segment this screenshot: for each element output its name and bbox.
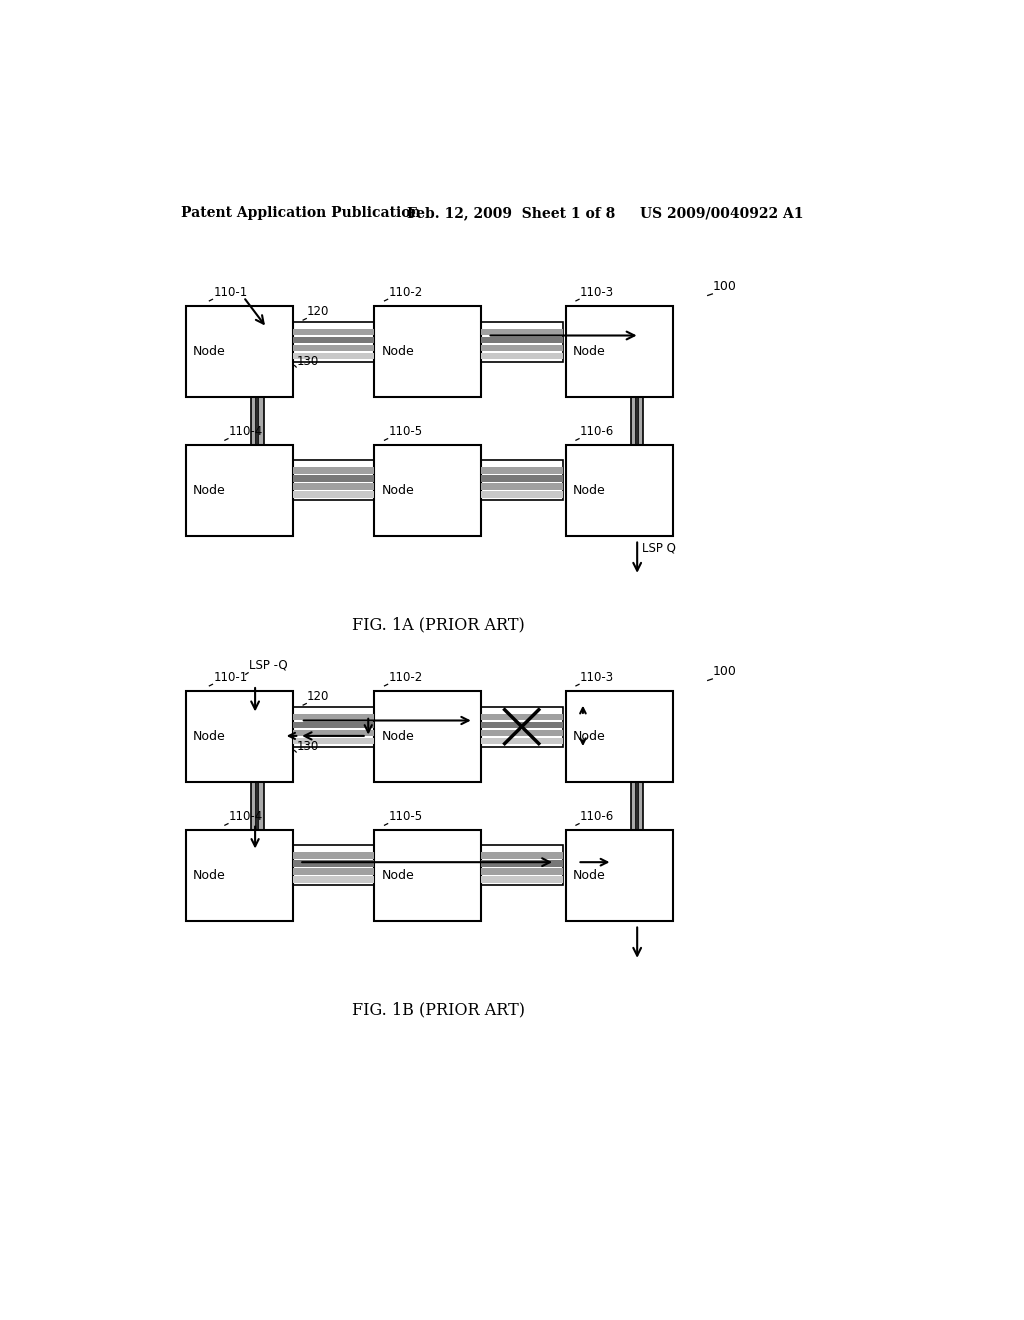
Text: Node: Node xyxy=(572,869,605,882)
Bar xyxy=(566,692,673,781)
Text: Node: Node xyxy=(194,730,226,743)
Text: Node: Node xyxy=(572,730,605,743)
Text: 130: 130 xyxy=(297,739,319,752)
Bar xyxy=(481,861,563,867)
Text: 130: 130 xyxy=(297,355,319,368)
Text: 120: 120 xyxy=(307,690,330,702)
Text: Feb. 12, 2009  Sheet 1 of 8: Feb. 12, 2009 Sheet 1 of 8 xyxy=(407,206,615,220)
Text: 110-1: 110-1 xyxy=(213,285,248,298)
Bar xyxy=(251,397,256,445)
Text: Node: Node xyxy=(381,730,414,743)
Text: 100: 100 xyxy=(713,280,737,293)
Bar xyxy=(481,329,563,335)
Text: Node: Node xyxy=(381,483,414,496)
Text: 110-3: 110-3 xyxy=(580,671,614,684)
Bar xyxy=(293,337,375,343)
Bar xyxy=(293,714,375,721)
Bar xyxy=(566,445,673,536)
Bar xyxy=(481,722,563,729)
Bar xyxy=(293,322,375,362)
Bar xyxy=(186,830,293,921)
Bar xyxy=(293,483,375,490)
Bar xyxy=(293,491,375,498)
Bar xyxy=(375,306,481,397)
Text: LSP Q: LSP Q xyxy=(642,541,676,554)
Text: 100: 100 xyxy=(713,665,737,678)
Bar xyxy=(293,475,375,482)
Bar xyxy=(481,730,563,737)
Text: Node: Node xyxy=(194,483,226,496)
Bar xyxy=(481,491,563,498)
Text: 110-3: 110-3 xyxy=(580,285,614,298)
Bar xyxy=(293,345,375,351)
Bar xyxy=(631,397,636,445)
Bar xyxy=(638,397,643,445)
Bar xyxy=(481,869,563,875)
Text: 110-5: 110-5 xyxy=(388,425,423,438)
Text: 110-1: 110-1 xyxy=(213,671,248,684)
Bar xyxy=(186,306,293,397)
Bar xyxy=(251,781,256,830)
Bar xyxy=(481,853,563,859)
Bar xyxy=(293,853,375,859)
Bar xyxy=(481,483,563,490)
Text: Node: Node xyxy=(381,869,414,882)
Bar xyxy=(481,345,563,351)
Bar xyxy=(481,352,563,359)
Text: 110-4: 110-4 xyxy=(228,425,263,438)
Bar xyxy=(638,781,643,830)
Text: Node: Node xyxy=(194,345,226,358)
Bar xyxy=(481,845,563,886)
Bar xyxy=(258,781,263,830)
Text: LSP -Q: LSP -Q xyxy=(249,659,288,672)
Text: FIG. 1A (PRIOR ART): FIG. 1A (PRIOR ART) xyxy=(351,616,524,634)
Text: 110-6: 110-6 xyxy=(580,810,614,822)
Text: 120: 120 xyxy=(307,305,330,318)
Bar xyxy=(258,397,263,445)
Bar xyxy=(293,876,375,883)
Bar xyxy=(375,445,481,536)
Bar xyxy=(481,461,563,500)
Text: FIG. 1B (PRIOR ART): FIG. 1B (PRIOR ART) xyxy=(351,1002,524,1019)
Bar xyxy=(481,876,563,883)
Bar xyxy=(481,714,563,721)
Bar xyxy=(293,722,375,729)
Bar xyxy=(375,692,481,781)
Text: 110-4: 110-4 xyxy=(228,810,263,822)
Bar xyxy=(631,781,636,830)
Bar xyxy=(186,692,293,781)
Text: Node: Node xyxy=(381,345,414,358)
Text: Patent Application Publication: Patent Application Publication xyxy=(180,206,420,220)
Bar xyxy=(375,830,481,921)
Bar xyxy=(293,738,375,744)
Bar xyxy=(186,445,293,536)
Text: 110-5: 110-5 xyxy=(388,810,423,822)
Bar xyxy=(293,329,375,335)
Bar xyxy=(481,475,563,482)
Bar xyxy=(293,845,375,886)
Bar xyxy=(481,467,563,474)
Bar xyxy=(293,861,375,867)
Bar xyxy=(293,461,375,500)
Bar xyxy=(566,830,673,921)
Bar xyxy=(481,706,563,747)
Bar xyxy=(293,706,375,747)
Bar xyxy=(481,322,563,362)
Bar xyxy=(293,467,375,474)
Text: US 2009/0040922 A1: US 2009/0040922 A1 xyxy=(640,206,803,220)
Bar xyxy=(293,869,375,875)
Text: Node: Node xyxy=(194,869,226,882)
Bar xyxy=(481,738,563,744)
Bar xyxy=(481,337,563,343)
Bar xyxy=(293,730,375,737)
Text: 110-2: 110-2 xyxy=(388,671,423,684)
Bar xyxy=(566,306,673,397)
Text: Node: Node xyxy=(572,345,605,358)
Bar xyxy=(293,352,375,359)
Text: Node: Node xyxy=(572,483,605,496)
Text: 110-2: 110-2 xyxy=(388,285,423,298)
Text: 110-6: 110-6 xyxy=(580,425,614,438)
